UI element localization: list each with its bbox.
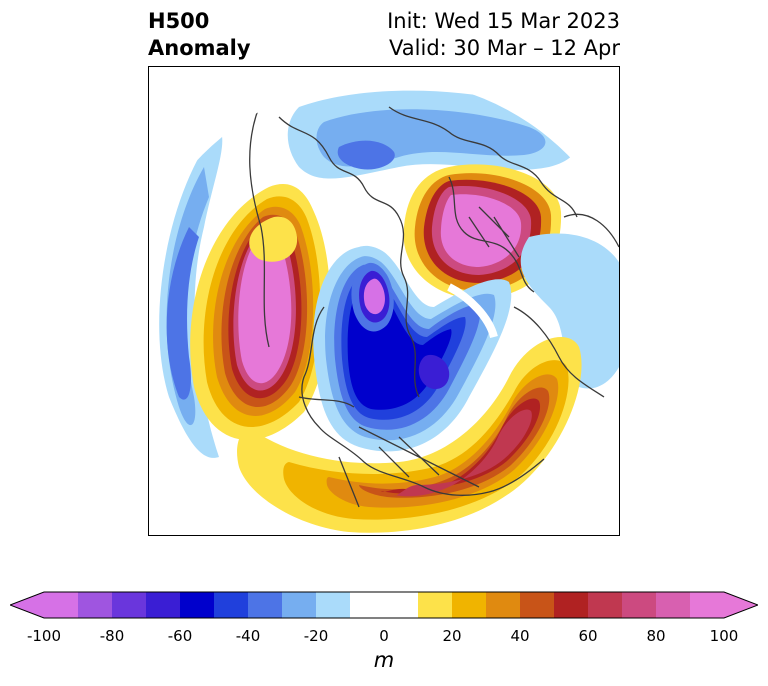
colorbar-units: m bbox=[373, 648, 395, 672]
colorbar-tick-label: -60 bbox=[167, 627, 193, 645]
anomaly-map bbox=[148, 66, 620, 536]
colorbar-cell bbox=[690, 592, 725, 618]
colorbar-cell bbox=[350, 592, 385, 618]
colorbar-cell bbox=[622, 592, 657, 618]
anomaly-negative-asia bbox=[520, 233, 619, 389]
colorbar-cell bbox=[418, 592, 453, 618]
colorbar bbox=[10, 591, 758, 619]
colorbar-cell bbox=[78, 592, 113, 618]
colorbar-cell bbox=[486, 592, 521, 618]
colorbar-tick-label: 80 bbox=[646, 627, 666, 645]
colorbar-cell bbox=[248, 592, 283, 618]
colorbar-tick-label: 40 bbox=[510, 627, 530, 645]
colorbar-cell bbox=[112, 592, 147, 618]
colorbar-cell bbox=[282, 592, 317, 618]
colorbar-tick-label: -100 bbox=[26, 627, 62, 645]
colorbar-tick-label: -80 bbox=[99, 627, 125, 645]
init-date: Init: Wed 15 Mar 2023 bbox=[387, 9, 620, 33]
colorbar-cell bbox=[520, 592, 555, 618]
colorbar-tick-label: 60 bbox=[578, 627, 598, 645]
colorbar-tick-label: 0 bbox=[379, 627, 389, 645]
valid-range: Valid: 30 Mar – 12 Apr bbox=[389, 36, 620, 60]
colorbar-extend-low bbox=[10, 592, 44, 618]
colorbar-tick-label: -40 bbox=[235, 627, 261, 645]
colorbar-cell bbox=[588, 592, 623, 618]
map-canvas bbox=[159, 90, 619, 533]
colorbar-cell bbox=[554, 592, 589, 618]
anomaly-negative-north-atlantic bbox=[287, 90, 579, 179]
colorbar-cell bbox=[180, 592, 215, 618]
colorbar-cell bbox=[214, 592, 249, 618]
title-right: Init: Wed 15 Mar 2023 Valid: 30 Mar – 12… bbox=[387, 8, 620, 62]
colorbar-tick-label: -20 bbox=[303, 627, 329, 645]
colorbar-cell bbox=[44, 592, 79, 618]
anomaly-positive-scandinavia bbox=[403, 164, 562, 299]
coastlines bbox=[249, 106, 619, 508]
colorbar-outline bbox=[10, 591, 758, 619]
title-field: Anomaly bbox=[148, 36, 251, 60]
colorbar-extend-high bbox=[724, 592, 758, 618]
colorbar-cell bbox=[316, 592, 351, 618]
colorbar-cell bbox=[384, 592, 419, 618]
colorbar-cell bbox=[146, 592, 181, 618]
colorbar-cell bbox=[452, 592, 487, 618]
colorbar-tick-label: 100 bbox=[709, 627, 739, 645]
title-variable: H500 bbox=[148, 9, 210, 33]
anomaly-negative-pacific bbox=[159, 127, 223, 458]
colorbar-cell bbox=[656, 592, 691, 618]
colorbar-tick-label: 20 bbox=[442, 627, 462, 645]
title-left: H500 Anomaly bbox=[148, 8, 251, 62]
